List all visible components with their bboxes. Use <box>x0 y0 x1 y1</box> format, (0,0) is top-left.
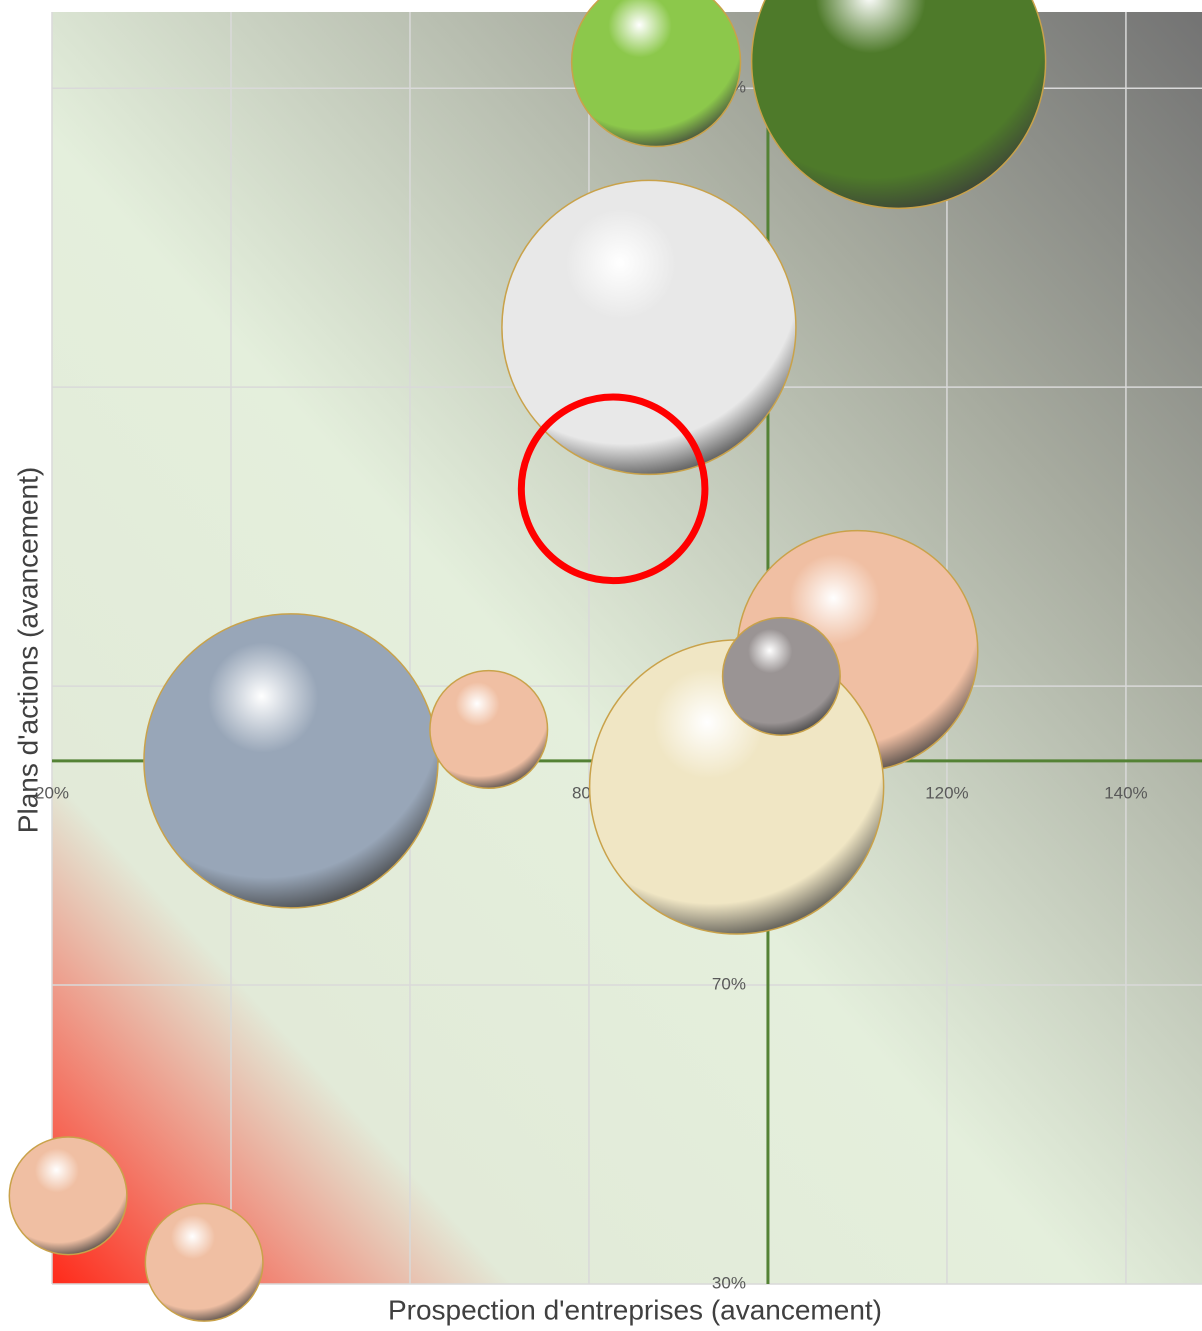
x-tick-label: 120% <box>925 783 968 802</box>
bubble <box>501 179 797 476</box>
y-tick-label: 30% <box>712 1273 746 1292</box>
bubble <box>429 669 549 790</box>
x-axis-title: Prospection d'entreprises (avancement) <box>388 1294 882 1325</box>
highlight-circle <box>517 393 709 585</box>
bubble <box>570 0 742 148</box>
bubble <box>8 1136 128 1256</box>
bubble <box>721 616 841 736</box>
x-tick-label: 20% <box>35 783 69 802</box>
bubble <box>144 1202 264 1322</box>
y-tick-label: 70% <box>712 975 746 994</box>
x-tick-label: 140% <box>1104 783 1147 802</box>
bubble <box>143 613 439 909</box>
y-axis-title: Plans d'actions (avancement) <box>12 467 43 833</box>
bubble <box>750 0 1047 210</box>
